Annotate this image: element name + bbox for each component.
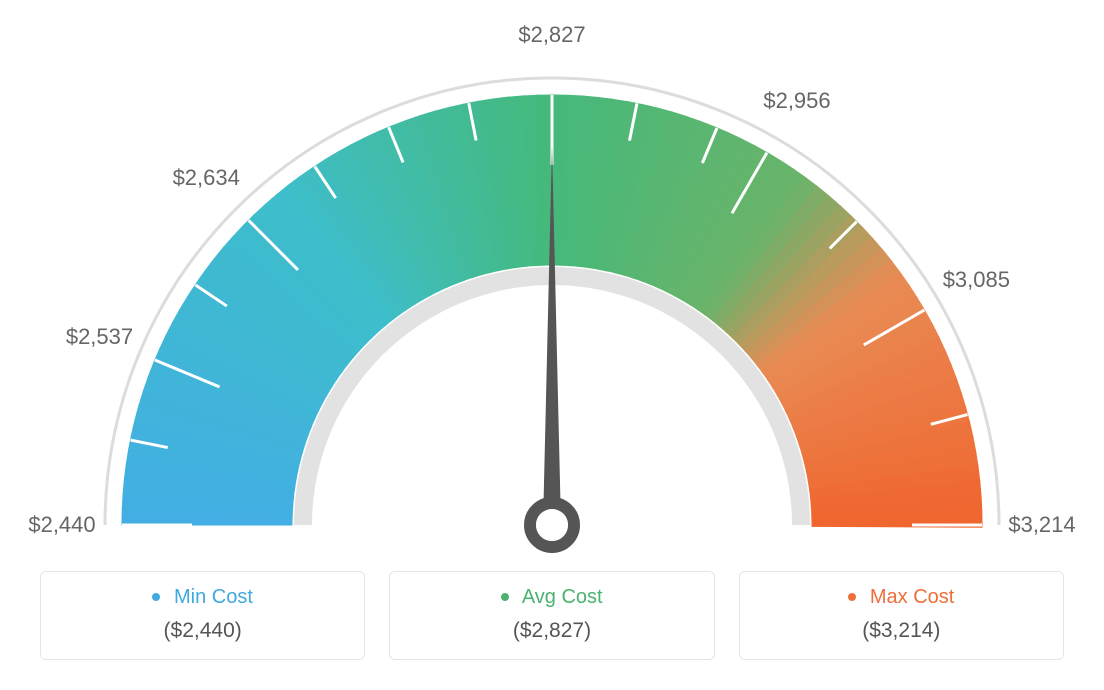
- gauge-tick-label: $2,956: [763, 88, 830, 114]
- gauge-tick-label: $3,214: [1008, 512, 1075, 538]
- legend-title-avg: Avg Cost: [400, 586, 703, 609]
- bullet-icon: [152, 593, 160, 601]
- gauge-svg: [0, 0, 1104, 560]
- bullet-icon: [501, 593, 509, 601]
- legend-value-min: ($2,440): [51, 619, 354, 643]
- gauge-tick-label: $2,440: [28, 512, 95, 538]
- legend-card-min: Min Cost ($2,440): [40, 571, 365, 660]
- gauge-area: $2,440 $2,537 $2,634 $2,827 $2,956 $3,085 $3,2…: [0, 0, 1104, 560]
- gauge-tick-label: $3,085: [943, 267, 1010, 293]
- gauge-tick-label: $2,634: [173, 165, 240, 191]
- legend-card-avg: Avg Cost ($2,827): [389, 571, 714, 660]
- legend-title-max: Max Cost: [750, 586, 1053, 609]
- legend-value-avg: ($2,827): [400, 619, 703, 643]
- legend-title-text: Min Cost: [174, 586, 253, 608]
- bullet-icon: [848, 593, 856, 601]
- legend-title-text: Avg Cost: [522, 586, 603, 608]
- legend-value-max: ($3,214): [750, 619, 1053, 643]
- gauge-tick-label: $2,827: [518, 22, 585, 48]
- legend-row: Min Cost ($2,440) Avg Cost ($2,827) Max …: [40, 571, 1064, 660]
- legend-title-min: Min Cost: [51, 586, 354, 609]
- gauge-tick-label: $2,537: [66, 324, 133, 350]
- legend-card-max: Max Cost ($3,214): [739, 571, 1064, 660]
- cost-gauge-chart: $2,440 $2,537 $2,634 $2,827 $2,956 $3,085 $3,2…: [0, 0, 1104, 690]
- legend-title-text: Max Cost: [870, 586, 954, 608]
